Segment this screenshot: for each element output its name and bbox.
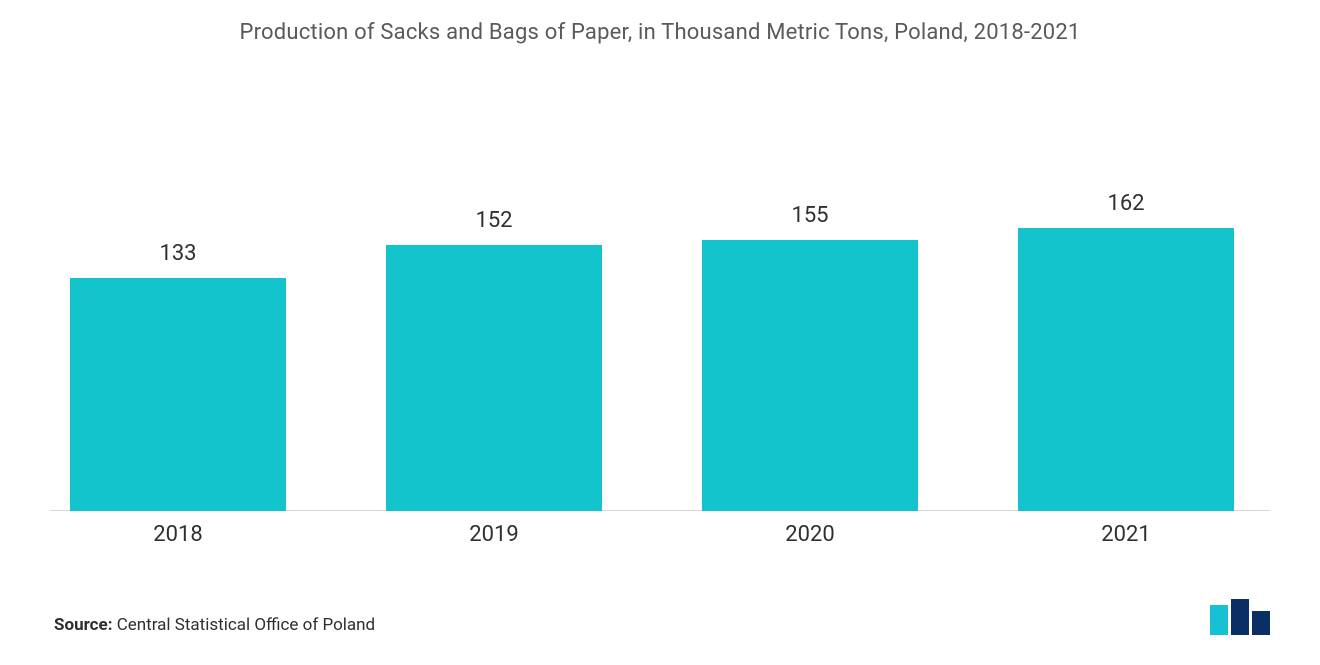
bar-group: 1332018	[70, 161, 286, 511]
category-label: 2018	[70, 522, 286, 547]
logo-bar-icon	[1210, 605, 1228, 635]
bar-value-label: 155	[702, 203, 918, 228]
source-text: Central Statistical Office of Poland	[112, 615, 375, 635]
bar	[702, 240, 918, 511]
logo-bar-icon	[1252, 611, 1270, 635]
bar-group: 1552020	[702, 161, 918, 511]
bar-value-label: 162	[1018, 191, 1234, 216]
bar	[1018, 228, 1234, 512]
chart-container: Production of Sacks and Bags of Paper, i…	[0, 0, 1320, 665]
bar-value-label: 133	[70, 241, 286, 266]
bar-group: 1522019	[386, 161, 602, 511]
chart-plot-area: 1332018152201915520201622021	[50, 75, 1270, 581]
source-label: Source:	[54, 615, 112, 635]
bar	[70, 278, 286, 511]
bars-wrap: 1332018152201915520201622021	[50, 75, 1270, 581]
chart-title: Production of Sacks and Bags of Paper, i…	[50, 20, 1270, 45]
logo-bar-icon	[1231, 599, 1249, 635]
category-label: 2019	[386, 522, 602, 547]
bar-group: 1622021	[1018, 161, 1234, 511]
category-label: 2021	[1018, 522, 1234, 547]
source-line: Source: Central Statistical Office of Po…	[54, 615, 375, 635]
chart-footer: Source: Central Statistical Office of Po…	[50, 599, 1270, 635]
brand-logo	[1210, 599, 1270, 635]
bar	[386, 245, 602, 511]
category-label: 2020	[702, 522, 918, 547]
bar-value-label: 152	[386, 208, 602, 233]
